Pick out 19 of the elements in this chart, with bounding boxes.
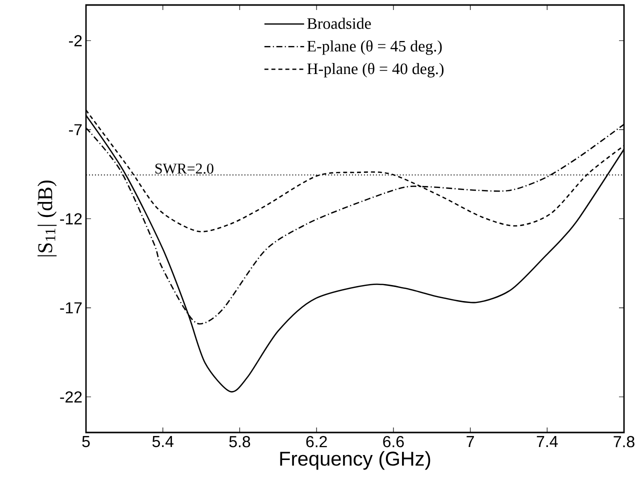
legend-label: H-plane (θ = 40 deg.) — [307, 62, 444, 78]
x-tick-label: 7.4 — [536, 436, 558, 447]
legend-label: Broadside — [307, 18, 371, 29]
annotation: SWR=2.0 — [155, 164, 214, 174]
x-tick-label: 5.8 — [229, 436, 250, 448]
y-axis-title: |S$_{11}$| (dB) — [38, 180, 57, 256]
y-tick-label: -2 — [69, 35, 82, 46]
x-tick-label: 5.4 — [152, 436, 174, 448]
x-tick-label: 7 — [466, 436, 474, 447]
y-tick-label: -22 — [60, 391, 82, 402]
x-tick-label: 6.6 — [383, 436, 404, 448]
x-tick-label: 7.8 — [614, 436, 634, 448]
y-tick-label: -17 — [60, 302, 82, 314]
y-tick-label: -7 — [69, 124, 82, 136]
legend-label: E-plane (θ = 45 deg.) — [307, 40, 442, 55]
x-tick-label: 5 — [82, 436, 90, 448]
x-tick-label: 6.2 — [306, 436, 327, 448]
x-axis-title: Frequency (GHz) — [280, 451, 430, 470]
y-tick-label: -12 — [60, 213, 82, 224]
